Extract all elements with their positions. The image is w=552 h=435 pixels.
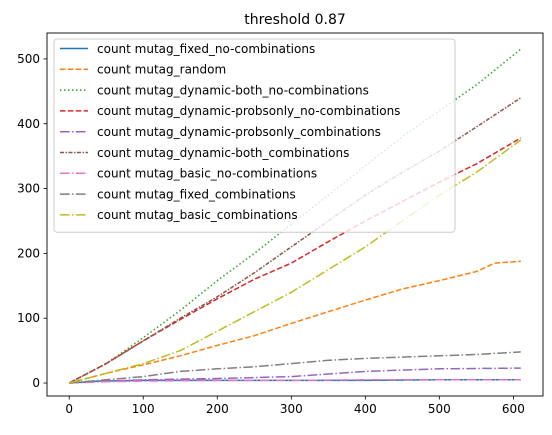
x-tick-label: 500 — [428, 402, 451, 416]
y-tick-label: 500 — [17, 52, 40, 66]
legend-label-7: count mutag_basic_no-combinations — [97, 167, 317, 181]
y-tick-label: 100 — [17, 311, 40, 325]
legend-box — [53, 38, 456, 233]
legend-label-1: count mutag_fixed_no-combinations — [97, 42, 315, 56]
series-line-2 — [69, 260, 521, 384]
y-tick-label: 0 — [32, 376, 40, 390]
legend-label-4: count mutag_dynamic-probsonly_no-combina… — [97, 104, 400, 118]
legend-label-3: count mutag_dynamic-both_no-combinations — [97, 83, 369, 97]
series-line-5 — [69, 367, 521, 384]
plot-area-frame — [46, 32, 544, 397]
series-line-7 — [69, 379, 521, 384]
legend-label-2: count mutag_random — [97, 63, 226, 77]
y-tick-label: 300 — [17, 182, 40, 196]
x-tick-label: 300 — [280, 402, 303, 416]
y-tick-label: 200 — [17, 246, 40, 260]
legend-label-6: count mutag_dynamic-both_combinations — [97, 146, 349, 160]
series-line-8 — [69, 351, 521, 384]
axis-layer: 0 100 200 300 400 500 600 0 100 200 300 400 500 — [17, 52, 525, 416]
x-tick-label: 200 — [206, 402, 229, 416]
x-tick-label: 400 — [354, 402, 377, 416]
x-tick-label: 600 — [502, 402, 525, 416]
legend-label-9: count mutag_basic_combinations — [97, 208, 298, 222]
x-tick-label: 100 — [132, 402, 155, 416]
y-tick-label: 400 — [17, 117, 40, 131]
legend-label-5: count mutag_dynamic-probsonly_combinatio… — [97, 125, 381, 139]
legend-label-8: count mutag_fixed_combinations — [97, 187, 296, 201]
chart-title: threshold 0.87 — [244, 12, 346, 28]
x-tick-label: 0 — [65, 402, 73, 416]
